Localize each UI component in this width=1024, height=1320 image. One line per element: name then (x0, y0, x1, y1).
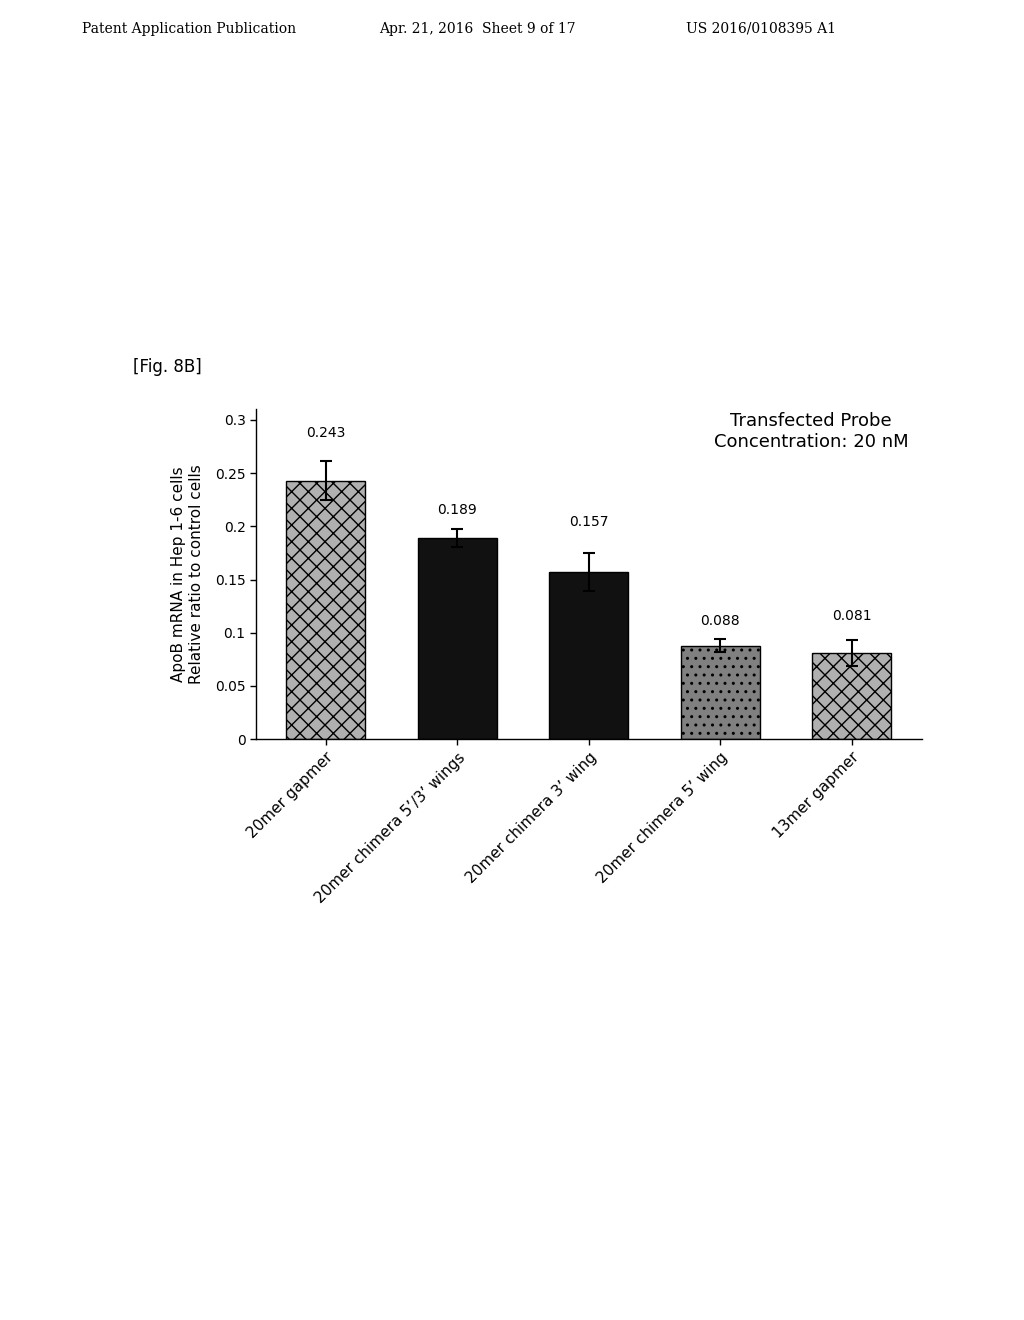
Text: Transfected Probe
Concentration: 20 nM: Transfected Probe Concentration: 20 nM (714, 412, 908, 451)
Text: 0.081: 0.081 (833, 609, 871, 623)
Bar (681, 645, 760, 739)
Y-axis label: ApoB mRNA in Hep 1-6 cells
Relative ratio to control cells: ApoB mRNA in Hep 1-6 cells Relative rati… (171, 465, 204, 684)
Text: [Fig. 8B]: [Fig. 8B] (133, 358, 202, 376)
Bar (812, 653, 891, 739)
Bar (418, 539, 497, 739)
Text: Apr. 21, 2016  Sheet 9 of 17: Apr. 21, 2016 Sheet 9 of 17 (379, 22, 575, 36)
Bar (549, 572, 629, 739)
Text: 0.243: 0.243 (306, 426, 345, 440)
Text: 0.088: 0.088 (700, 615, 740, 628)
Text: 0.157: 0.157 (569, 516, 608, 529)
Text: US 2016/0108395 A1: US 2016/0108395 A1 (686, 22, 836, 36)
Text: 0.189: 0.189 (437, 503, 477, 516)
Bar (287, 480, 366, 739)
Text: Patent Application Publication: Patent Application Publication (82, 22, 296, 36)
